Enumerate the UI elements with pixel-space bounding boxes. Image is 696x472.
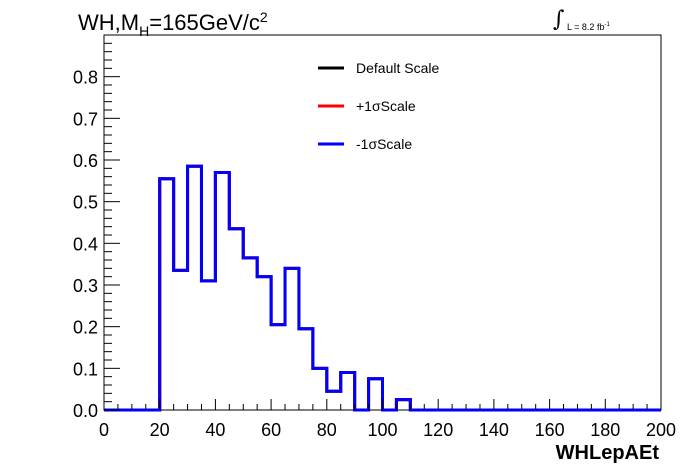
integral-icon: ∫ [553, 7, 565, 32]
y-tick-label: 0.1 [73, 359, 98, 379]
chart-title-superscript: 2 [259, 9, 268, 25]
x-axis-title: WHLepAEt [556, 442, 660, 464]
chart-title-subscript: H [139, 23, 150, 39]
x-tick-label: 140 [479, 420, 509, 440]
x-tick-label: 60 [261, 420, 281, 440]
chart-title-rest: =165GeV/c [149, 10, 260, 35]
legend-label-0: Default Scale [356, 60, 439, 76]
y-tick-label: 0.4 [73, 234, 98, 254]
luminosity-superscript: -1 [604, 22, 610, 28]
y-tick-label: 0.2 [73, 318, 98, 338]
x-tick-label: 20 [150, 420, 170, 440]
x-tick-label: 80 [317, 420, 337, 440]
y-tick-label: 0.5 [73, 193, 98, 213]
x-tick-label: 200 [646, 420, 676, 440]
y-tick-label: 0.3 [73, 276, 98, 296]
luminosity-text: L = 8.2 fb [567, 22, 605, 32]
x-tick-label: 120 [423, 420, 453, 440]
series-line-2 [104, 164, 661, 412]
x-tick-label: 40 [205, 420, 225, 440]
x-tick-label: 100 [367, 420, 397, 440]
chart-title-main: WH,M [78, 10, 140, 35]
legend-label-2: -1σScale [356, 136, 412, 152]
y-tick-label: 0.7 [73, 109, 98, 129]
chart-title: WH,MH=165GeV/c2 [78, 9, 268, 39]
y-tick-label: 0.6 [73, 151, 98, 171]
y-tick-label: 0.8 [73, 68, 98, 88]
x-tick-label: 180 [590, 420, 620, 440]
x-tick-label: 0 [99, 420, 109, 440]
y-tick-label: 0.0 [73, 401, 98, 421]
x-tick-label: 160 [535, 420, 565, 440]
legend-label-1: +1σScale [356, 98, 416, 114]
